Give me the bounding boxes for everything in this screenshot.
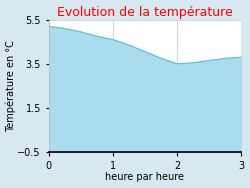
Title: Evolution de la température: Evolution de la température xyxy=(57,6,233,19)
Y-axis label: Température en °C: Température en °C xyxy=(6,40,16,132)
X-axis label: heure par heure: heure par heure xyxy=(106,172,184,182)
